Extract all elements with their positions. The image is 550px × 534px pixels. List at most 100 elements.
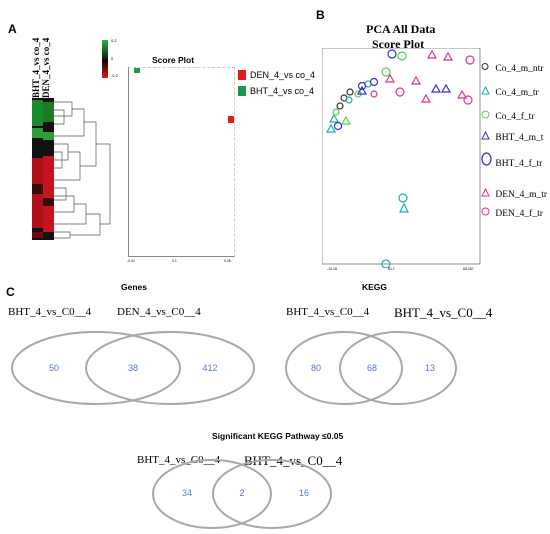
pca-legend-label-2: Co_4_m_tr <box>495 88 539 98</box>
colorbar-tick-top: 0.2 <box>111 38 117 43</box>
pca-point-den-f-tr <box>370 90 378 98</box>
venn-sig-kegg-overlap: 2 <box>239 488 245 498</box>
venn-genes-right-set <box>85 331 255 405</box>
heatmap <box>32 98 54 240</box>
venn-genes-right-only: 412 <box>202 363 218 373</box>
pca-legend-item-5: BHT_4_f_tr <box>481 152 542 169</box>
score-x-tick-1: -0.01 <box>127 259 135 263</box>
venn-genes-title: Genes <box>121 282 147 292</box>
pca-legend-item-3: Co_4_f_tr <box>481 110 534 122</box>
heatmap-col-label-bht: BHT_4_vs co_4 <box>31 37 41 98</box>
pca-point-den-m-tr <box>410 75 422 85</box>
pca-point-co-m-tr <box>398 193 408 203</box>
pca-point-co-m-tr <box>328 113 340 123</box>
legend-item-den: DEN_4_vs co_4 <box>238 70 315 80</box>
pca-point-co-m-tr <box>399 202 409 213</box>
legend-label-den: DEN_4_vs co_4 <box>250 70 316 80</box>
venn-sig-kegg-right-set <box>212 459 332 529</box>
pca-point-co-m-tr <box>381 259 391 268</box>
pca-legend-item-6: DEN_4_m_tr <box>481 187 548 200</box>
pca-point-den-m-tr <box>420 93 432 103</box>
colorbar-tick-mid: 0 <box>111 56 114 61</box>
circle-marker-icon <box>481 110 490 119</box>
pca-legend-label-1: Co_4_m_ntr <box>495 64 544 74</box>
pca-point-co-m-tr <box>325 123 337 133</box>
pca-legend-item-4: BHT_4_m_t <box>481 130 544 143</box>
pca-legend-label-3: Co_4_f_tr <box>495 112 535 122</box>
circle-marker-icon <box>481 207 490 216</box>
legend-swatch-den <box>238 70 246 80</box>
pca-legend: Co_4_m_ntr Co_4_m_tr Co_4_f_tr BHT_4_m_t… <box>481 62 547 232</box>
legend-item-bht: BHT_4_vs co_4 <box>238 86 314 96</box>
pca-title-line2: Score Plot <box>372 37 425 51</box>
venn-genes-left-label: BHT_4_vs_C0__4 <box>8 306 92 318</box>
score-x-tick-3: 0.26 <box>224 259 231 263</box>
venn-genes <box>11 331 255 405</box>
venn-kegg-left-only: 80 <box>310 363 321 373</box>
pca-point-co-f-tr <box>332 108 340 116</box>
pca-point-bht-m-t <box>430 83 442 93</box>
pca-point-bht-m-t <box>356 85 368 95</box>
venn-sig-kegg-left-only: 34 <box>181 488 192 498</box>
pca-point-den-f-tr <box>395 87 405 97</box>
panel-label-c: C <box>6 285 15 299</box>
venn-kegg-title: KEGG <box>362 282 388 292</box>
venn-kegg-overlap: 68 <box>366 363 377 373</box>
pca-point-bht-f-tr <box>369 77 379 87</box>
pca-legend-label-6: DEN_4_m_tr <box>495 190 548 200</box>
score-point-bht <box>134 68 140 73</box>
triangle-marker-icon <box>481 130 490 140</box>
venn-sig-kegg <box>152 459 332 529</box>
pca-point-den-m-tr <box>456 89 468 99</box>
venn-sig-kegg-right-label: BHT_4_vs_C0__4 <box>244 453 343 468</box>
pca-point-den-f-tr <box>463 95 473 105</box>
pca-point-den-m-tr <box>426 49 438 59</box>
pca-title-line1: PCA All Data <box>366 22 436 36</box>
venn-sig-kegg-title: Significant KEGG Pathway ≤0.05 <box>212 431 344 441</box>
pca-point-den-f-tr <box>465 55 475 65</box>
venn-kegg-right-only: 13 <box>424 363 435 373</box>
venn-kegg-left-label: BHT_4_vs_C0__4 <box>286 306 370 318</box>
score-point-den <box>228 116 234 123</box>
pca-point-bht-f-tr <box>357 81 367 91</box>
venn-sig-kegg-right-only: 16 <box>298 488 309 498</box>
legend-swatch-bht <box>238 86 246 96</box>
heatmap-cells <box>32 98 54 240</box>
venn-genes-left-only: 50 <box>48 363 59 373</box>
triangle-marker-icon <box>481 85 490 95</box>
pca-point-den-m-tr <box>442 51 454 61</box>
venn-sig-kegg-left-set <box>152 459 272 529</box>
triangle-marker-icon <box>481 187 490 197</box>
pca-x-tick-3: 68.287 <box>463 267 474 271</box>
pca-legend-item-7: DEN_4_f_tr <box>481 207 543 219</box>
circle-marker-icon <box>481 63 489 70</box>
pca-point-co-f-tr <box>340 115 352 125</box>
heatmap-colorbar <box>102 40 108 78</box>
panel-label-b: B <box>316 8 325 22</box>
pca-plot <box>322 48 481 268</box>
pca-legend-item-1: Co_4_m_ntr <box>481 62 543 74</box>
venn-genes-overlap: 38 <box>127 363 138 373</box>
venn-genes-left-set <box>11 331 181 405</box>
pca-legend-label-4: BHT_4_m_t <box>495 133 544 143</box>
panel-label-a: A <box>8 22 17 36</box>
pca-legend-label-7: DEN_4_f_tr <box>495 209 543 219</box>
pca-legend-item-2: Co_4_m_tr <box>481 85 539 98</box>
venn-kegg <box>285 331 457 405</box>
pca-point-co-m-ntr <box>336 102 344 110</box>
legend-label-bht: BHT_4_vs co_4 <box>250 86 315 96</box>
colorbar-tick-bottom: -0.2 <box>111 73 118 78</box>
pca-point-co-f-tr <box>397 51 407 61</box>
circle-marker-icon <box>481 152 492 166</box>
pca-point-co-f-tr <box>381 67 391 77</box>
venn-kegg-right-label: BHT_4_vs_C0__4 <box>394 305 493 320</box>
venn-genes-right-label: DEN_4_vs_C0__4 <box>117 306 201 318</box>
heatmap-col-label-den: DEN_4_vs co_4 <box>41 37 51 98</box>
venn-sig-kegg-left-label: BHT_4_vs_C0__4 <box>137 454 221 466</box>
score-x-tick-2: 0.1 <box>172 259 177 263</box>
score-plot-frame <box>128 67 235 257</box>
pca-legend-label-5: BHT_4_f_tr <box>495 159 543 169</box>
pca-x-tick-2: 81.1 <box>388 267 395 271</box>
venn-kegg-right-set <box>339 331 457 405</box>
pca-point-den-m-tr <box>384 73 396 83</box>
